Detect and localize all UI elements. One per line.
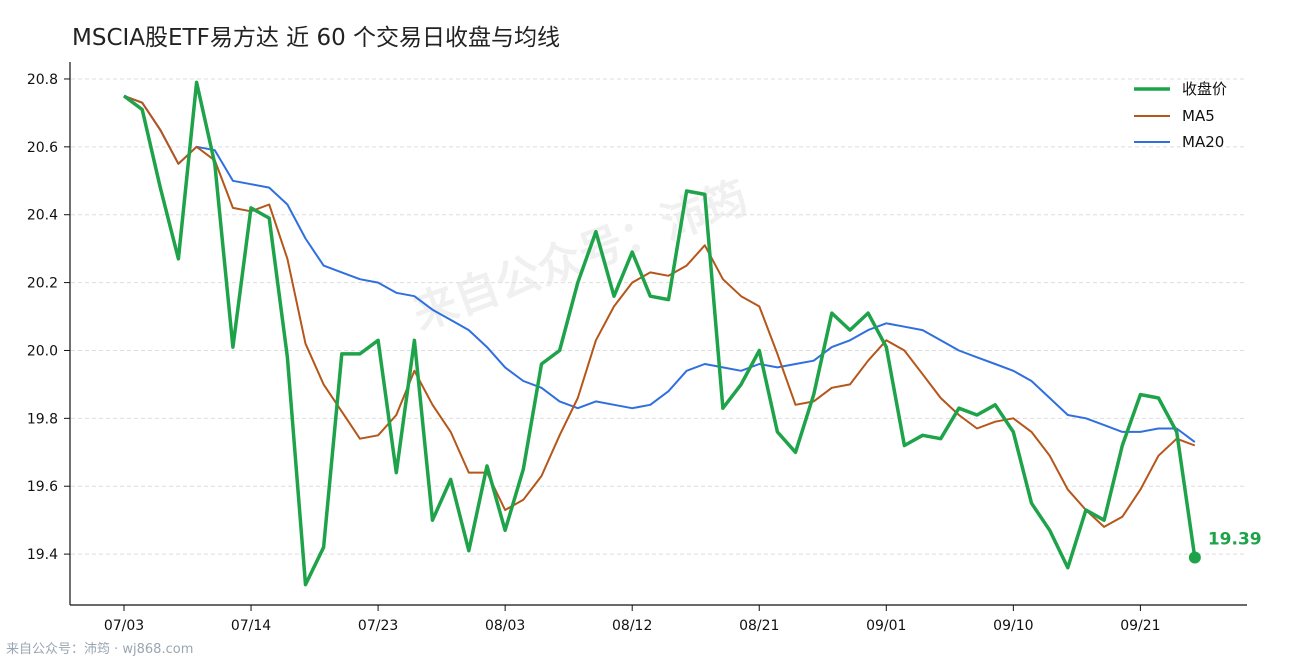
y-tick-label: 20.8 — [27, 72, 58, 88]
series-line-ma5 — [123, 94, 1196, 528]
legend-label-ma5: MA5 — [1182, 107, 1215, 125]
last-close-label: 19.39 — [1208, 529, 1262, 549]
last-point: 19.39 — [1188, 529, 1262, 564]
x-tick-label: 09/01 — [866, 618, 906, 634]
x-axis-ticks: 07/03 07/14 07/23 08/03 08/12 08/21 09/01 09/10… — [104, 605, 1161, 634]
y-tick-label: 20.2 — [27, 276, 58, 292]
x-tick-label: 07/23 — [358, 618, 398, 634]
watermark: 来自公众号：沛筠 — [406, 172, 754, 340]
x-tick-label: 07/14 — [231, 618, 271, 634]
series-lines — [122, 80, 1197, 587]
axes — [69, 62, 1247, 606]
grid-lines — [71, 78, 1247, 555]
x-tick-label: 09/10 — [993, 618, 1033, 634]
x-tick-label: 08/21 — [739, 618, 779, 634]
last-close-marker — [1188, 551, 1201, 564]
x-tick-label: 09/21 — [1120, 618, 1160, 634]
y-tick-label: 20.6 — [27, 140, 58, 156]
legend-label-close: 收盘价 — [1182, 80, 1227, 98]
series-line-ma20 — [123, 94, 1196, 443]
y-tick-label: 19.4 — [27, 547, 58, 563]
y-tick-label: 19.8 — [27, 411, 58, 427]
x-tick-label: 08/03 — [485, 618, 525, 634]
y-tick-label: 20.0 — [27, 343, 58, 359]
x-tick-label: 07/03 — [104, 618, 144, 634]
chart-title: MSCIA股ETF易方达 近 60 个交易日收盘与均线 — [72, 25, 560, 51]
y-tick-label: 20.4 — [27, 208, 58, 224]
y-axis-ticks: 20.8 20.6 20.4 20.2 20.0 19.8 19.6 19.4 — [27, 72, 70, 563]
y-tick-label: 19.6 — [27, 479, 58, 495]
legend: 收盘价 MA5 MA20 — [1134, 80, 1227, 151]
series-line-close — [122, 80, 1197, 587]
footer-credit: 来自公众号：沛筠 · wj868.com — [6, 641, 193, 657]
legend-label-ma20: MA20 — [1182, 133, 1224, 151]
x-tick-label: 08/12 — [612, 618, 652, 634]
